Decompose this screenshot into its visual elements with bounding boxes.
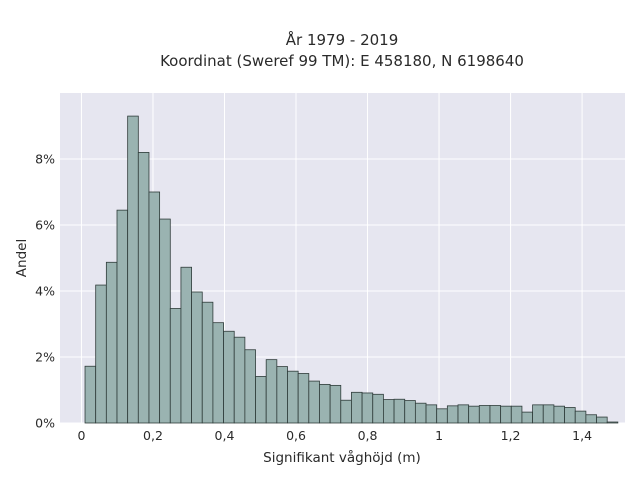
histogram-bar [308,380,320,424]
histogram-bar [265,359,278,424]
histogram-bar [372,393,384,424]
histogram-bar [340,399,352,424]
histogram-bar [500,405,512,424]
histogram-bar [105,261,118,424]
bars [84,115,619,424]
histogram-bar [532,404,544,424]
histogram-bar [116,209,129,424]
x-tick-label: 1,2 [501,428,521,443]
histogram-bar [510,405,523,424]
histogram-bar [212,322,224,424]
y-axis-label: Andel [14,239,30,277]
histogram-bar [468,405,480,424]
y-axis-ticks: 0% 2% 4% 6% 8% [35,152,55,431]
histogram-bar [414,402,427,424]
y-tick-label: 6% [35,218,55,233]
histogram-bar [542,404,555,424]
histogram-bar [148,191,161,424]
histogram-bar [585,414,597,424]
histogram-bar [127,115,139,424]
x-axis-label: Signifikant våghöjd (m) [263,449,421,466]
x-axis-ticks: 0 0,2 0,4 0,6 0,8 1 1,2 1,4 [77,428,592,443]
histogram-bar [233,336,246,424]
x-tick-label: 0,8 [358,428,378,443]
histogram-bar [255,376,267,424]
histogram-bar [404,400,416,424]
x-tick-label: 0,4 [215,428,235,443]
histogram-bar [574,410,587,424]
histogram-bar [361,392,374,424]
histogram-bar [95,284,107,424]
histogram-bar [606,421,619,424]
histogram-bar [596,416,608,424]
x-tick-label: 0 [77,428,85,443]
x-tick-label: 1,4 [572,428,592,443]
histogram-bar [223,330,235,424]
y-tick-label: 4% [35,284,55,299]
histogram-bar [84,365,97,424]
histogram-bar [521,411,533,424]
histogram-bar [137,151,150,424]
histogram-bar [180,266,192,424]
x-tick-label: 0,6 [286,428,306,443]
histogram-bar [351,391,363,424]
histogram-bar [446,405,459,424]
histogram-bar [191,291,203,424]
chart-title: År 1979 - 2019 [286,30,399,49]
histogram-bar [478,405,491,424]
histogram-bar [425,404,438,424]
y-tick-label: 8% [35,152,55,167]
histogram-bar [457,404,470,424]
histogram-bar [393,398,406,424]
histogram-bar [287,370,299,424]
histogram-bar [297,373,310,424]
histogram-bar [244,349,256,424]
histogram-bar [564,407,576,424]
x-tick-label: 1 [435,428,443,443]
histogram-bar [319,383,331,424]
y-tick-label: 2% [35,350,55,365]
x-tick-label: 0,2 [143,428,163,443]
histogram-bar [383,399,395,424]
histogram-bar [276,366,288,424]
histogram-bar [436,408,448,424]
histogram-bar [169,308,182,424]
histogram-bar [553,405,565,424]
histogram-bar [489,405,502,424]
histogram-bar [159,218,171,424]
histogram-bar [201,301,214,424]
chart-subtitle: Koordinat (Sweref 99 TM): E 458180, N 61… [160,52,524,70]
histogram-bar [329,384,342,424]
y-tick-label: 0% [35,416,55,431]
